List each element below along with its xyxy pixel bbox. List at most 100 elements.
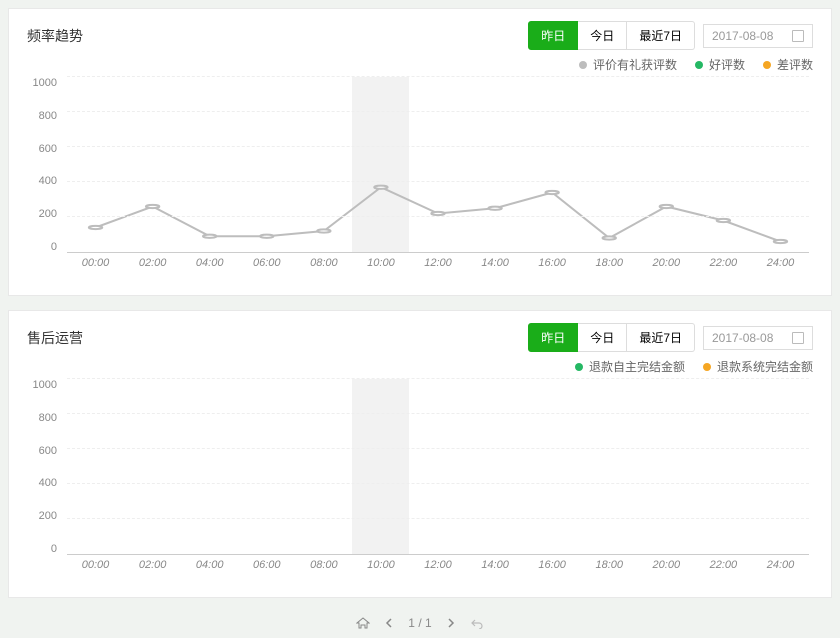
home-icon[interactable] xyxy=(356,617,370,629)
legend-swatch-icon xyxy=(695,61,703,69)
bar-slot[interactable] xyxy=(124,379,181,554)
btn-today[interactable]: 今日 xyxy=(578,323,627,352)
y-tick: 1000 xyxy=(27,77,57,89)
btn-today[interactable]: 今日 xyxy=(578,21,627,50)
date-value: 2017-08-08 xyxy=(712,29,773,43)
legend-swatch-icon xyxy=(763,61,771,69)
calendar-icon xyxy=(792,332,804,344)
x-tick: 02:00 xyxy=(124,559,181,579)
prev-page-icon[interactable] xyxy=(384,617,394,629)
y-tick: 200 xyxy=(27,208,57,220)
btn-yesterday[interactable]: 昨日 xyxy=(528,323,578,352)
bar-slot[interactable] xyxy=(238,379,295,554)
pager: 1 / 1 xyxy=(8,612,832,630)
panel-header: 售后运营 昨日 今日 最近7日 2017-08-08 xyxy=(27,323,813,352)
y-tick: 800 xyxy=(27,412,57,424)
y-tick: 0 xyxy=(27,241,57,253)
btn-last7[interactable]: 最近7日 xyxy=(627,323,695,352)
panel-aftersales: 售后运营 昨日 今日 最近7日 2017-08-08 退款自主完结金额 退款系统完… xyxy=(8,310,832,598)
bar-slot[interactable] xyxy=(352,77,409,252)
legend-swatch-icon xyxy=(575,363,583,371)
y-tick: 800 xyxy=(27,110,57,122)
x-tick: 18:00 xyxy=(581,559,638,579)
x-axis: 00:0002:0004:0006:0008:0010:0012:0014:00… xyxy=(67,559,809,579)
bar-slot[interactable] xyxy=(238,77,295,252)
bar-slot[interactable] xyxy=(467,379,524,554)
bar-slot[interactable] xyxy=(295,77,352,252)
panel-title: 售后运营 xyxy=(27,328,83,348)
page-indicator: 1 / 1 xyxy=(408,616,431,630)
x-tick: 04:00 xyxy=(181,559,238,579)
legend: 退款自主完结金额 退款系统完结金额 xyxy=(27,358,813,375)
x-tick: 16:00 xyxy=(524,559,581,579)
legend-item[interactable]: 退款自主完结金额 xyxy=(575,358,685,375)
x-axis: 00:0002:0004:0006:0008:0010:0012:0014:00… xyxy=(67,257,809,277)
legend-label: 退款自主完结金额 xyxy=(589,358,685,375)
x-tick: 14:00 xyxy=(467,257,524,277)
bar-slot[interactable] xyxy=(695,77,752,252)
next-page-icon[interactable] xyxy=(446,617,456,629)
legend-label: 好评数 xyxy=(709,56,745,73)
bar-slot[interactable] xyxy=(467,77,524,252)
bar-slot[interactable] xyxy=(181,77,238,252)
bar-slot[interactable] xyxy=(638,379,695,554)
x-tick: 22:00 xyxy=(695,559,752,579)
bar-slot[interactable] xyxy=(581,77,638,252)
legend-item[interactable]: 退款系统完结金额 xyxy=(703,358,813,375)
bar-slot[interactable] xyxy=(67,379,124,554)
date-picker[interactable]: 2017-08-08 xyxy=(703,24,813,48)
bar-slot[interactable] xyxy=(752,77,809,252)
legend-label: 评价有礼获评数 xyxy=(593,56,677,73)
bar-slot[interactable] xyxy=(581,379,638,554)
y-tick: 600 xyxy=(27,445,57,457)
date-picker[interactable]: 2017-08-08 xyxy=(703,326,813,350)
x-tick: 22:00 xyxy=(695,257,752,277)
bar-slot[interactable] xyxy=(409,77,466,252)
y-tick: 400 xyxy=(27,477,57,489)
x-tick: 02:00 xyxy=(124,257,181,277)
undo-icon[interactable] xyxy=(470,617,484,629)
x-tick: 08:00 xyxy=(295,559,352,579)
time-range-controls: 昨日 今日 最近7日 2017-08-08 xyxy=(528,323,813,352)
y-tick: 600 xyxy=(27,143,57,155)
bar-slot[interactable] xyxy=(409,379,466,554)
bar-slot[interactable] xyxy=(124,77,181,252)
chart-aftersales: 02004006008001000 00:0002:0004:0006:0008… xyxy=(27,379,813,579)
x-tick: 06:00 xyxy=(238,257,295,277)
x-tick: 06:00 xyxy=(238,559,295,579)
bars xyxy=(67,77,809,252)
legend-item[interactable]: 好评数 xyxy=(695,56,745,73)
x-tick: 10:00 xyxy=(352,257,409,277)
legend-item[interactable]: 评价有礼获评数 xyxy=(579,56,677,73)
bar-slot[interactable] xyxy=(752,379,809,554)
bars xyxy=(67,379,809,554)
y-tick: 0 xyxy=(27,543,57,555)
btn-yesterday[interactable]: 昨日 xyxy=(528,21,578,50)
bar-slot[interactable] xyxy=(352,379,409,554)
x-tick: 08:00 xyxy=(295,257,352,277)
time-range-controls: 昨日 今日 最近7日 2017-08-08 xyxy=(528,21,813,50)
panel-frequency-trend: 频率趋势 昨日 今日 最近7日 2017-08-08 评价有礼获评数 好评数 差评数… xyxy=(8,8,832,296)
x-tick: 04:00 xyxy=(181,257,238,277)
bar-slot[interactable] xyxy=(638,77,695,252)
x-tick: 18:00 xyxy=(581,257,638,277)
legend-label: 退款系统完结金额 xyxy=(717,358,813,375)
x-tick: 10:00 xyxy=(352,559,409,579)
legend: 评价有礼获评数 好评数 差评数 xyxy=(27,56,813,73)
bar-slot[interactable] xyxy=(524,77,581,252)
bar-slot[interactable] xyxy=(295,379,352,554)
x-tick: 12:00 xyxy=(409,257,466,277)
plot-area xyxy=(67,379,809,555)
bar-slot[interactable] xyxy=(181,379,238,554)
bar-slot[interactable] xyxy=(67,77,124,252)
x-tick: 00:00 xyxy=(67,257,124,277)
legend-item[interactable]: 差评数 xyxy=(763,56,813,73)
bar-slot[interactable] xyxy=(524,379,581,554)
bar-slot[interactable] xyxy=(695,379,752,554)
legend-label: 差评数 xyxy=(777,56,813,73)
btn-last7[interactable]: 最近7日 xyxy=(627,21,695,50)
x-tick: 16:00 xyxy=(524,257,581,277)
y-tick: 400 xyxy=(27,175,57,187)
x-tick: 14:00 xyxy=(467,559,524,579)
panel-header: 频率趋势 昨日 今日 最近7日 2017-08-08 xyxy=(27,21,813,50)
